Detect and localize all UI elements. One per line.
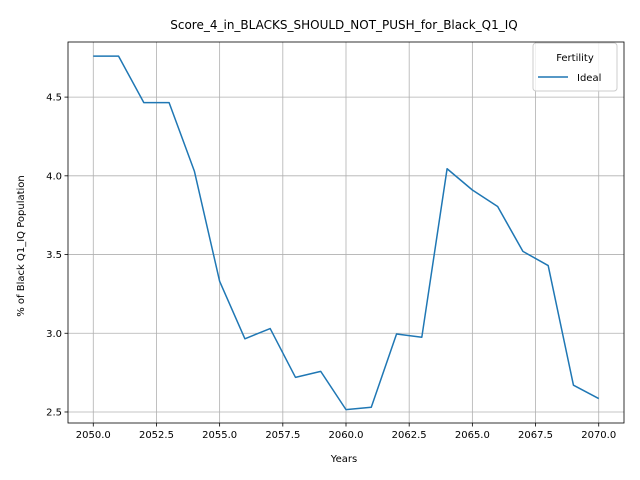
y-tick-label: 3.5 [46,250,62,261]
legend-title: Fertility [556,53,594,64]
x-tick-label: 2057.5 [265,430,300,441]
legend-label-ideal: Ideal [577,73,601,84]
legend: Fertility Ideal [532,42,618,92]
x-tick-label: 2050.0 [76,430,111,441]
x-tick-label: 2067.5 [518,430,553,441]
x-tick-label: 2070.0 [581,430,616,441]
x-tick-label: 2062.5 [392,430,427,441]
y-tick-label: 3.0 [46,329,62,340]
series-line-ideal [93,55,600,411]
tick-layer: 2050.0 2052.5 2055.0 2057.5 2060.0 2062.5 2065… [46,93,616,441]
chart-title: Score_4_in_BLACKS_SHOULD_NOT_PUSH_for_Bl… [170,18,517,32]
x-tick-label: 2060.0 [329,430,364,441]
x-tick-label: 2052.5 [139,430,174,441]
y-tick-label: 4.0 [46,171,62,182]
x-tick-label: 2065.0 [455,430,490,441]
y-axis-label: % of Black Q1_IQ Population [16,175,27,317]
legend-box [532,42,618,92]
y-tick-label: 2.5 [46,407,62,418]
x-axis-label: Years [330,454,357,465]
grid [68,42,624,423]
y-tick-label: 4.5 [46,93,62,104]
series-layer [93,55,600,411]
x-tick-label: 2055.0 [202,430,237,441]
